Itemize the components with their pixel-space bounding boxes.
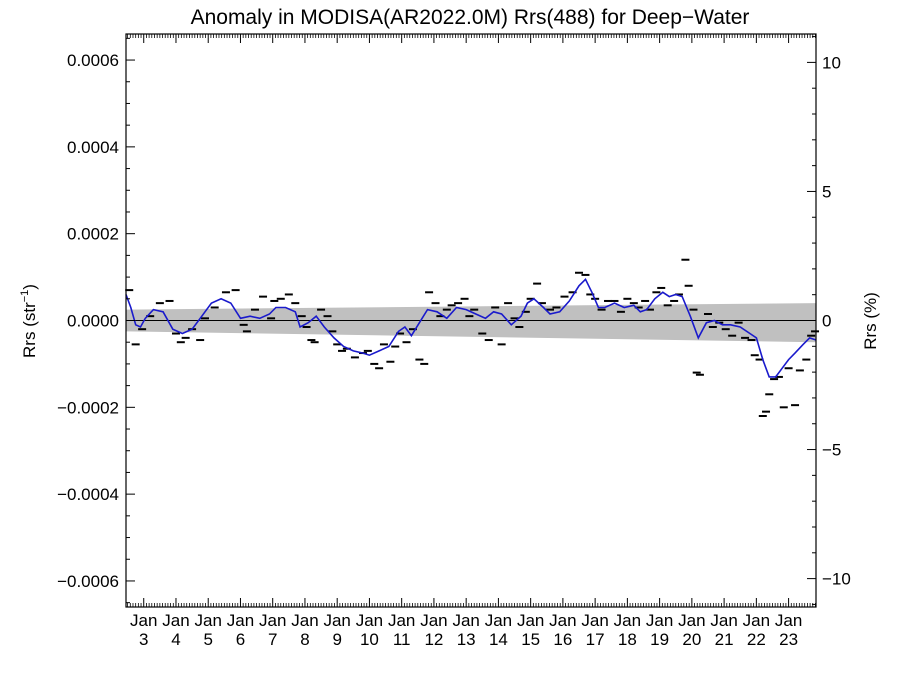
right-y-axis: 10 5 0 −5 −10 xyxy=(807,36,851,605)
x-tick-label-year: 6 xyxy=(236,630,245,649)
x-tick-label-month: Jan xyxy=(130,611,157,630)
chart-title: Anomaly in MODISA(AR2022.0M) Rrs(488) fo… xyxy=(191,6,750,29)
y-tick-label-left: −0.0006 xyxy=(57,572,119,591)
smoothed-anomaly-line xyxy=(125,277,817,378)
x-tick-label-year: 13 xyxy=(457,630,476,649)
y-tick-label-right: −10 xyxy=(822,570,851,589)
x-tick-label-month: Jan xyxy=(646,611,673,630)
x-axis: Jan3Jan4Jan5Jan6Jan7Jan8Jan9Jan10Jan11Ja… xyxy=(127,34,816,649)
x-tick-label-year: 11 xyxy=(393,630,411,649)
y-tick-label-left: 0.0004 xyxy=(67,138,119,157)
x-tick-label-month: Jan xyxy=(323,611,350,630)
x-tick-label-year: 10 xyxy=(360,630,379,649)
y-tick-label-right: −5 xyxy=(822,441,841,460)
y-axis-label-close: ) xyxy=(20,284,39,290)
x-tick-label-month: Jan xyxy=(485,611,512,630)
x-tick-label-year: 14 xyxy=(489,630,508,649)
x-tick-label-year: 17 xyxy=(586,630,605,649)
y-axis-label-main: Rrs (str xyxy=(20,302,39,358)
x-tick-label-year: 9 xyxy=(332,630,341,649)
y-axis-label-right: Rrs (%) xyxy=(861,292,880,350)
y-tick-label-left: 0.0006 xyxy=(67,51,119,70)
x-tick-label-month: Jan xyxy=(291,611,318,630)
x-tick-label-year: 21 xyxy=(715,630,734,649)
x-tick-label-year: 12 xyxy=(424,630,443,649)
x-tick-label-year: 16 xyxy=(553,630,572,649)
x-tick-label-month: Jan xyxy=(710,611,737,630)
x-tick-label-month: Jan xyxy=(259,611,286,630)
x-tick-label-year: 3 xyxy=(139,630,148,649)
x-tick-label-year: 18 xyxy=(618,630,637,649)
x-tick-label-month: Jan xyxy=(549,611,576,630)
x-tick-label-year: 20 xyxy=(682,630,701,649)
y-tick-label-left: −0.0002 xyxy=(57,398,119,417)
y-axis-label-left: Rrs (str−1) xyxy=(19,284,39,358)
x-tick-label-year: 5 xyxy=(203,630,212,649)
y-axis-label-superscript: −1 xyxy=(19,290,31,303)
x-tick-label-month: Jan xyxy=(678,611,705,630)
x-tick-label-month: Jan xyxy=(195,611,222,630)
left-y-axis: 0.0006 0.0004 0.0002 0.0000 −0.0002 −0.0004 −0… xyxy=(57,37,135,604)
x-tick-label-month: Jan xyxy=(517,611,544,630)
y-tick-label-right: 0 xyxy=(822,312,831,331)
x-tick-label-month: Jan xyxy=(452,611,479,630)
x-tick-label-month: Jan xyxy=(581,611,608,630)
plot-area xyxy=(125,33,820,608)
x-tick-label-month: Jan xyxy=(227,611,254,630)
x-tick-label-month: Jan xyxy=(743,611,770,630)
monthly-points xyxy=(125,258,820,417)
x-tick-label-month: Jan xyxy=(162,611,189,630)
x-tick-label-year: 7 xyxy=(268,630,277,649)
x-tick-label-month: Jan xyxy=(775,611,802,630)
x-tick-label-year: 19 xyxy=(650,630,669,649)
y-tick-label-right: 5 xyxy=(822,182,831,201)
x-tick-label-year: 22 xyxy=(747,630,766,649)
y-tick-label-left: −0.0004 xyxy=(57,485,119,504)
x-tick-label-year: 4 xyxy=(171,630,180,649)
y-tick-label-left: 0.0000 xyxy=(67,312,119,331)
y-tick-label-left: 0.0002 xyxy=(67,225,119,244)
x-tick-label-month: Jan xyxy=(356,611,383,630)
uncertainty-band xyxy=(126,303,816,343)
y-tick-label-right: 10 xyxy=(822,53,841,72)
x-tick-label-month: Jan xyxy=(614,611,641,630)
x-tick-label-month: Jan xyxy=(420,611,447,630)
x-tick-label-year: 8 xyxy=(300,630,309,649)
x-tick-label-year: 23 xyxy=(779,630,798,649)
x-tick-label-month: Jan xyxy=(388,611,415,630)
x-tick-label-year: 15 xyxy=(521,630,540,649)
